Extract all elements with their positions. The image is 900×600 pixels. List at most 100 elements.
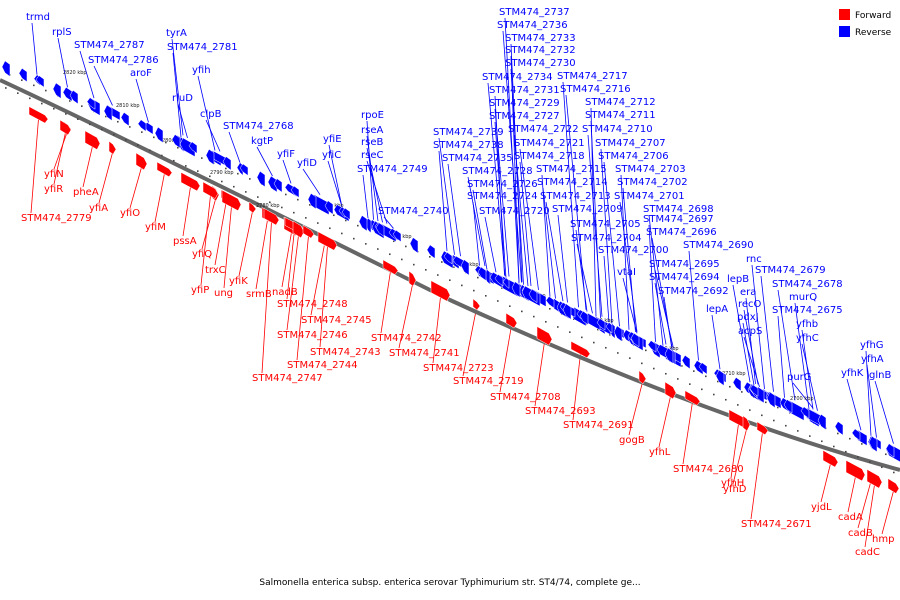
reverse-gene[interactable]: [783, 399, 793, 414]
gene-label-forward[interactable]: pssA: [173, 236, 197, 247]
reverse-gene[interactable]: [749, 384, 759, 397]
gene-label-reverse[interactable]: yfiD: [297, 158, 317, 169]
gene-label-forward[interactable]: ung: [214, 288, 233, 299]
forward-gene[interactable]: [756, 421, 769, 436]
gene-label-forward[interactable]: STM474_2746: [277, 330, 348, 341]
forward-gene[interactable]: [684, 390, 701, 406]
gene-label-reverse[interactable]: STM474_2703: [615, 164, 686, 175]
reverse-gene[interactable]: [766, 391, 776, 409]
gene-label-forward[interactable]: pheA: [73, 187, 99, 198]
gene-label-reverse[interactable]: STM474_2781: [167, 42, 238, 53]
gene-label-reverse[interactable]: yfhG: [860, 340, 884, 351]
reverse-gene[interactable]: [579, 310, 589, 326]
gene-label-reverse[interactable]: rplS: [52, 27, 72, 38]
gene-label-reverse[interactable]: STM474_2697: [643, 214, 714, 225]
reverse-gene[interactable]: [613, 325, 623, 342]
gene-label-reverse[interactable]: tyrA: [166, 28, 187, 39]
gene-label-reverse[interactable]: STM474_2716: [560, 84, 631, 95]
gene-label-reverse[interactable]: lepB: [727, 274, 749, 285]
gene-label-reverse[interactable]: STM474_2695: [649, 259, 720, 270]
gene-label-forward[interactable]: STM474_2745: [301, 315, 372, 326]
forward-gene[interactable]: [59, 119, 72, 136]
gene-label-reverse[interactable]: STM474_2740: [378, 206, 449, 217]
forward-gene[interactable]: [317, 231, 338, 251]
forward-gene[interactable]: [430, 280, 451, 302]
gene-label-forward[interactable]: STM474_2748: [277, 299, 348, 310]
gene-label-reverse[interactable]: yfiC: [322, 150, 341, 161]
gene-label-reverse[interactable]: STM474_2726: [467, 179, 538, 190]
gene-label-reverse[interactable]: yfhC: [796, 333, 819, 344]
gene-label-reverse[interactable]: STM474_2720: [479, 206, 550, 217]
forward-gene[interactable]: [221, 189, 242, 212]
gene-label-reverse[interactable]: STM474_2735: [442, 153, 513, 164]
gene-label-reverse[interactable]: STM474_2738: [433, 140, 504, 151]
gene-label-forward[interactable]: STM474_2693: [525, 406, 596, 417]
reverse-gene[interactable]: [137, 119, 147, 132]
gene-label-forward[interactable]: nadB: [272, 287, 298, 298]
reverse-gene[interactable]: [1, 60, 11, 77]
reverse-gene[interactable]: [885, 443, 895, 458]
gene-label-forward[interactable]: hmp: [872, 534, 894, 545]
gene-label-reverse[interactable]: rseB: [361, 137, 383, 148]
gene-label-forward[interactable]: STM474_2747: [252, 373, 323, 384]
reverse-gene[interactable]: [52, 82, 62, 100]
reverse-gene[interactable]: [154, 126, 164, 144]
forward-gene[interactable]: [887, 478, 900, 494]
gene-label-reverse[interactable]: trmd: [26, 12, 50, 23]
gene-label-reverse[interactable]: STM474_2711: [585, 110, 656, 121]
gene-label-forward[interactable]: yfhL: [649, 447, 671, 458]
reverse-gene[interactable]: [630, 332, 640, 348]
gene-label-reverse[interactable]: STM474_2717: [557, 71, 628, 82]
reverse-gene[interactable]: [681, 354, 691, 370]
gene-label-reverse[interactable]: STM474_2733: [505, 33, 576, 44]
gene-label-reverse[interactable]: STM474_2679: [755, 265, 826, 276]
reverse-gene[interactable]: [800, 406, 810, 419]
gene-label-reverse[interactable]: STM474_2715: [536, 164, 607, 175]
gene-label-reverse[interactable]: STM474_2709: [552, 204, 623, 215]
gene-label-reverse[interactable]: STM474_2739: [433, 127, 504, 138]
forward-gene[interactable]: [866, 468, 883, 489]
gene-label-forward[interactable]: trxC: [205, 265, 226, 276]
gene-label-reverse[interactable]: yfiF: [277, 149, 295, 160]
reverse-gene[interactable]: [324, 200, 334, 215]
gene-label-forward[interactable]: yfiA: [89, 203, 108, 214]
reverse-gene[interactable]: [290, 185, 300, 199]
forward-gene[interactable]: [263, 207, 280, 226]
reverse-gene[interactable]: [460, 259, 470, 276]
forward-gene[interactable]: [302, 224, 315, 239]
forward-gene[interactable]: [382, 259, 399, 275]
gene-label-reverse[interactable]: STM474_2701: [614, 191, 685, 202]
gene-label-forward[interactable]: yfiN: [44, 169, 64, 180]
reverse-gene[interactable]: [273, 178, 283, 193]
forward-gene[interactable]: [742, 415, 751, 432]
gene-label-reverse[interactable]: rluD: [172, 93, 193, 104]
gene-label-reverse[interactable]: STM474_2710: [582, 124, 653, 135]
gene-label-reverse[interactable]: STM474_2724: [467, 191, 538, 202]
gene-label-forward[interactable]: yfhH: [721, 478, 744, 489]
gene-label-reverse[interactable]: STM474_2698: [643, 204, 714, 215]
gene-label-forward[interactable]: yfiQ: [192, 249, 212, 260]
gene-label-forward[interactable]: STM474_2742: [371, 333, 442, 344]
gene-label-reverse[interactable]: STM474_2729: [489, 98, 560, 109]
gene-label-reverse[interactable]: STM474_2731: [489, 85, 560, 96]
reverse-gene[interactable]: [239, 163, 249, 177]
forward-gene[interactable]: [536, 326, 553, 346]
gene-label-forward[interactable]: yfiP: [191, 285, 209, 296]
gene-label-reverse[interactable]: STM474_2718: [514, 151, 585, 162]
gene-label-reverse[interactable]: STM474_2727: [489, 111, 560, 122]
gene-label-reverse[interactable]: STM474_2728: [462, 166, 533, 177]
gene-label-reverse[interactable]: STM474_2678: [772, 279, 843, 290]
gene-label-forward[interactable]: STM474_2671: [741, 519, 812, 530]
gene-label-reverse[interactable]: STM474_2786: [88, 55, 159, 66]
gene-label-reverse[interactable]: yfhA: [861, 354, 884, 365]
reverse-gene[interactable]: [18, 67, 28, 83]
gene-label-reverse[interactable]: STM474_2690: [683, 240, 754, 251]
forward-gene[interactable]: [180, 171, 201, 192]
gene-label-reverse[interactable]: STM474_2732: [505, 45, 576, 56]
gene-label-forward[interactable]: yfiM: [145, 222, 166, 233]
gene-label-reverse[interactable]: murQ: [789, 292, 817, 303]
forward-gene[interactable]: [292, 220, 305, 239]
gene-label-forward[interactable]: cadA: [838, 512, 863, 523]
forward-gene[interactable]: [408, 270, 417, 287]
gene-label-reverse[interactable]: era: [740, 287, 756, 298]
